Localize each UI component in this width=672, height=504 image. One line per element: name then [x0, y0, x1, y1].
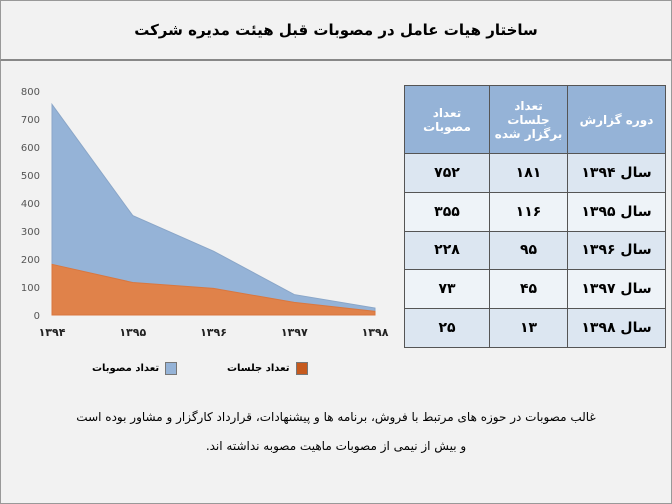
table-cell: ۲۵: [404, 308, 490, 348]
table-cell: سال ۱۳۹۵: [567, 191, 666, 232]
table-cell: ۱۳: [489, 308, 568, 348]
footnote-line: غالب مصوبات در حوزه های مرتبط با فروش، ب…: [76, 410, 596, 424]
table-cell: سال ۱۳۹۷: [567, 269, 666, 310]
footnote-line: و بیش از نیمی از مصوبات ماهیت مصوبه نداش…: [205, 439, 467, 453]
table-cell: سال ۱۳۹۶: [567, 230, 666, 271]
table-header: تعداد جلسات برگزار شده: [489, 85, 568, 154]
table-cell: ۷۳: [404, 269, 490, 310]
area-chart: 0 100 200 300 400 500 600 700 800 ۱۳۹۴ ۱۳۹۵ ۱۳۹۶ ۱۳۹…: [21, 87, 389, 339]
x-tick-label: ۱۳۹۷: [281, 326, 308, 339]
table-row: سال ۱۳۹۶ ۹۵ ۲۲۸: [404, 230, 666, 271]
data-table: دوره گزارش تعداد جلسات برگزار شده تعداد …: [404, 85, 666, 348]
x-tick-label: ۱۳۹۶: [200, 326, 227, 339]
legend-swatch-resolutions: [165, 362, 178, 375]
footnote: غالب مصوبات در حوزه های مرتبط با فروش، ب…: [0, 403, 672, 461]
legend-item-meetings: تعداد جلسات: [227, 362, 308, 375]
y-tick-label: 300: [21, 227, 40, 238]
x-tick-label: ۱۳۹۵: [119, 326, 146, 339]
table-cell: ۴۵: [489, 269, 568, 310]
table-cell: ۱۱۶: [489, 191, 568, 232]
table-cell: سال ۱۳۹۴: [567, 153, 666, 193]
table-cell: ۱۸۱: [489, 153, 568, 193]
legend-label: تعداد جلسات: [227, 363, 290, 374]
table-cell: ۹۵: [489, 230, 568, 271]
table-cell: ۲۲۸: [404, 230, 490, 271]
table-row: سال ۱۳۹۴ ۱۸۱ ۷۵۲: [404, 153, 666, 193]
y-tick-label: 200: [21, 255, 40, 266]
table-cell: ۷۵۲: [404, 153, 490, 193]
y-tick-label: 400: [21, 199, 40, 210]
legend-swatch-meetings: [295, 362, 308, 375]
x-tick-label: ۱۳۹۸: [362, 326, 389, 339]
y-tick-label: 100: [21, 283, 40, 294]
area-series-1: [51, 263, 376, 316]
legend-item-resolutions: تعداد مصوبات: [92, 362, 178, 375]
table-header: دوره گزارش: [567, 85, 666, 154]
table-row: سال ۱۳۹۸ ۱۳ ۲۵: [404, 308, 666, 348]
y-tick-label: 800: [21, 87, 40, 98]
page-title: ساختار هیات عامل در مصوبات قبل هیئت مدیر…: [134, 21, 538, 39]
legend-label: تعداد مصوبات: [92, 363, 160, 374]
y-tick-label: 0: [34, 311, 40, 322]
table-cell: ۳۵۵: [404, 191, 490, 232]
table-row: سال ۱۳۹۵ ۱۱۶ ۳۵۵: [404, 191, 666, 232]
table-row: سال ۱۳۹۷ ۴۵ ۷۳: [404, 269, 666, 310]
table-cell: سال ۱۳۹۸: [567, 308, 666, 348]
y-tick-label: 500: [21, 171, 40, 182]
y-tick-label: 700: [21, 115, 40, 126]
header: ساختار هیات عامل در مصوبات قبل هیئت مدیر…: [0, 0, 672, 61]
x-tick-label: ۱۳۹۴: [39, 326, 66, 339]
table-header: تعداد مصوبات: [404, 85, 490, 154]
y-tick-label: 600: [21, 143, 40, 154]
